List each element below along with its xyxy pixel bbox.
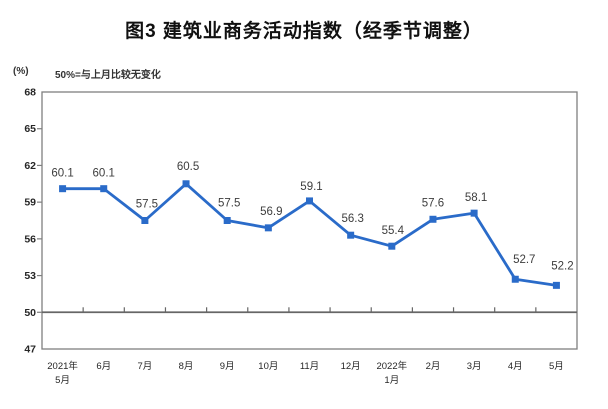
data-point-label: 56.9 [260,206,282,218]
data-point-marker [470,209,478,217]
x-axis-tick-label: 8月 [179,361,194,372]
x-axis-tick-label: 3月 [467,361,482,372]
x-axis-tick-label: 10月 [258,361,278,372]
data-point-marker [264,224,272,232]
data-point-marker [347,231,355,239]
y-axis-unit-label: (%) [13,66,29,77]
y-axis-tick-label: 56 [24,233,36,245]
x-axis-tick-label: 2022年 [376,360,407,372]
data-point-marker [223,217,231,224]
data-point-marker [429,215,437,223]
y-axis-tick-label: 50 [24,307,36,319]
x-axis-tick-label: 2月 [426,361,441,372]
x-axis-tick-label: 2021年 [47,360,78,372]
data-point-marker [100,185,108,193]
chart-subtitle: 50%=与上月比较无变化 [55,70,161,81]
data-point-label: 55.4 [382,225,405,237]
data-point-marker [388,242,396,250]
x-axis-tick-label: 1月 [384,375,399,386]
data-point-label: 58.1 [465,192,487,204]
data-point-label: 52.7 [513,254,535,266]
data-point-label: 60.5 [177,161,199,173]
chart-title: 图3 建筑业商务活动指数（经季节调整） [125,21,483,42]
x-axis-tick-label: 7月 [137,361,152,372]
data-point-label: 56.3 [341,213,363,225]
data-point-marker [306,197,313,205]
data-point-label: 57.5 [136,199,158,211]
y-axis-tick-label: 65 [24,123,36,135]
y-axis-tick-label: 53 [24,270,36,282]
data-point-label: 60.1 [93,168,115,180]
data-point-marker [59,185,67,193]
x-axis-tick-label: 12月 [341,361,361,372]
plot-border [41,91,578,350]
y-axis-tick-label: 62 [24,160,36,172]
data-point-label: 57.5 [218,198,240,210]
data-point-label: 57.6 [422,197,444,209]
data-point-label: 59.1 [300,181,322,193]
y-axis-tick-label: 47 [24,344,36,356]
data-point-marker [141,217,149,224]
data-point-marker [552,281,560,289]
y-axis-tick-label: 68 [24,87,36,99]
data-point-marker [511,275,519,283]
data-point-marker [182,180,190,188]
x-axis-tick-label: 5月 [55,375,70,386]
x-axis-tick-label: 5月 [549,361,564,372]
x-axis-tick-label: 6月 [96,361,111,372]
data-point-label: 52.2 [551,260,573,272]
data-point-label: 60.1 [51,168,73,180]
x-axis-tick-label: 4月 [508,361,523,372]
x-axis-tick-label: 9月 [220,361,235,372]
y-axis-tick-label: 59 [24,197,36,209]
x-axis-tick-label: 11月 [300,361,319,372]
